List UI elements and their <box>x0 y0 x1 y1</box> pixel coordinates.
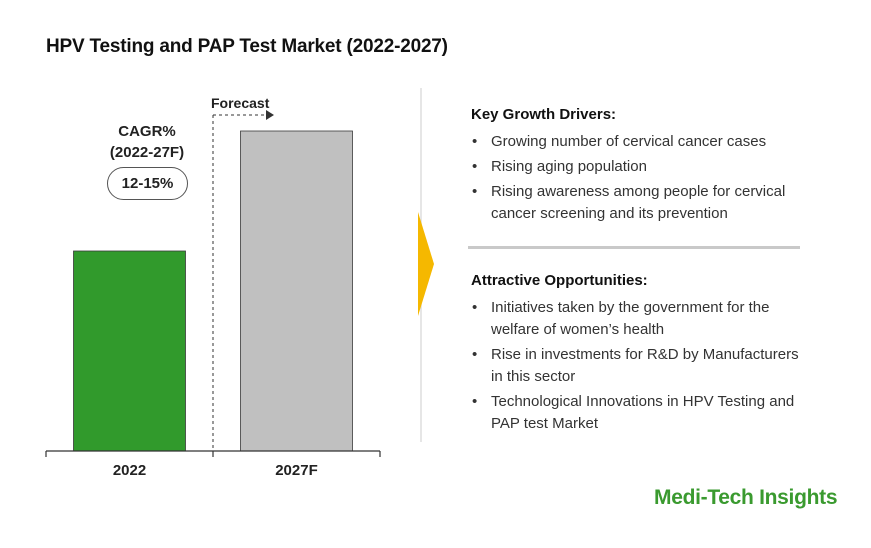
chevron-right-icon <box>418 212 434 316</box>
drivers-heading: Key Growth Drivers: <box>471 106 617 123</box>
cagr-label: CAGR% (2022-27F) <box>92 121 202 163</box>
cagr-label-line: CAGR% <box>118 123 176 140</box>
list-item: Rise in investments for R&D by Manufactu… <box>471 344 811 388</box>
forecast-arrow-head <box>266 110 274 120</box>
bar-2027F <box>240 130 353 452</box>
list-item: Initiatives taken by the government for … <box>471 297 811 341</box>
cagr-label-line: (2022-27F) <box>109 144 185 161</box>
x-tick-label: 2022 <box>113 462 146 479</box>
brand-logo-text: Medi-Tech Insights <box>654 486 838 509</box>
x-tick-label: 2027F <box>275 462 318 479</box>
list-item: Growing number of cervical cancer cases <box>471 131 811 153</box>
page-title: HPV Testing and PAP Test Market (2022-20… <box>46 36 448 57</box>
opportunities-list: Initiatives taken by the government for … <box>471 297 811 438</box>
list-item: Technological Innovations in HPV Testing… <box>471 391 811 435</box>
section-divider <box>468 246 800 249</box>
bar-2022 <box>73 250 186 452</box>
drivers-list: Growing number of cervical cancer cases … <box>471 131 811 228</box>
opportunities-heading: Attractive Opportunities: <box>471 272 648 289</box>
forecast-label: Forecast <box>211 95 270 111</box>
list-item: Rising aging population <box>471 156 811 178</box>
list-item: Rising awareness among people for cervic… <box>471 181 811 225</box>
cagr-value-badge: 12-15% <box>107 167 188 200</box>
